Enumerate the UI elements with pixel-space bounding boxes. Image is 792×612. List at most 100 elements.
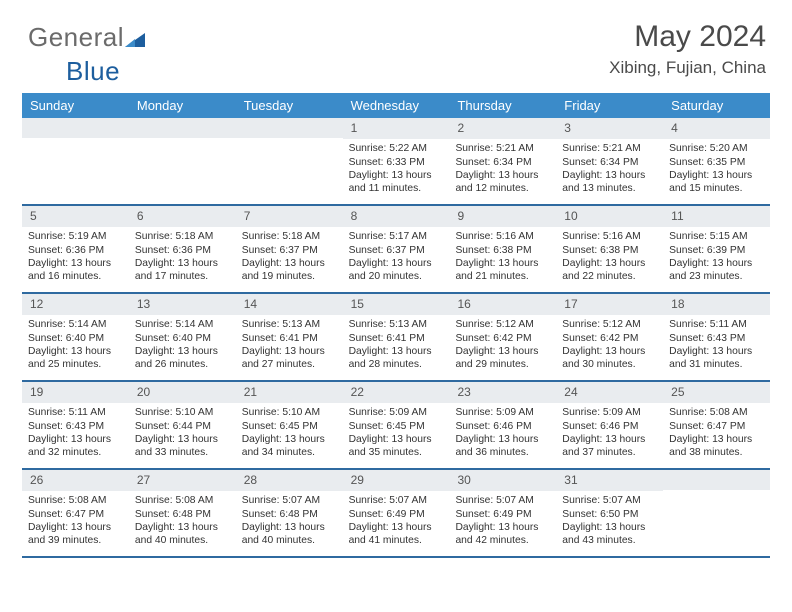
sunset-line: Sunset: 6:38 PM [562, 244, 659, 257]
daylight-line-2: and 38 minutes. [669, 446, 766, 459]
day-of-week-header: SundayMondayTuesdayWednesdayThursdayFrid… [22, 93, 770, 118]
daylight-line-2: and 21 minutes. [455, 270, 552, 283]
daylight-line-1: Daylight: 13 hours [349, 345, 446, 358]
sunrise-line: Sunrise: 5:11 AM [28, 406, 125, 419]
daylight-line-2: and 43 minutes. [562, 534, 659, 547]
header-right: May 2024 Xibing, Fujian, China [609, 20, 766, 78]
day-number: 19 [22, 382, 129, 403]
daylight-line-2: and 39 minutes. [28, 534, 125, 547]
daylight-line-2: and 12 minutes. [455, 182, 552, 195]
day-number: 31 [556, 470, 663, 491]
day-details: Sunrise: 5:17 AMSunset: 6:37 PMDaylight:… [343, 227, 450, 287]
page-title: May 2024 [609, 20, 766, 54]
daylight-line-2: and 32 minutes. [28, 446, 125, 459]
calendar-cell: 16Sunrise: 5:12 AMSunset: 6:42 PMDayligh… [449, 294, 556, 380]
daylight-line-2: and 13 minutes. [562, 182, 659, 195]
sunset-line: Sunset: 6:49 PM [349, 508, 446, 521]
week-row: 26Sunrise: 5:08 AMSunset: 6:47 PMDayligh… [22, 470, 770, 558]
sunrise-line: Sunrise: 5:09 AM [562, 406, 659, 419]
day-number: 8 [343, 206, 450, 227]
daylight-line-2: and 34 minutes. [242, 446, 339, 459]
sunset-line: Sunset: 6:37 PM [349, 244, 446, 257]
daylight-line-1: Daylight: 13 hours [28, 257, 125, 270]
daylight-line-1: Daylight: 13 hours [455, 169, 552, 182]
daylight-line-1: Daylight: 13 hours [455, 433, 552, 446]
calendar-cell: 5Sunrise: 5:19 AMSunset: 6:36 PMDaylight… [22, 206, 129, 292]
sunset-line: Sunset: 6:34 PM [455, 156, 552, 169]
daylight-line-1: Daylight: 13 hours [349, 521, 446, 534]
daylight-line-1: Daylight: 13 hours [562, 169, 659, 182]
calendar-cell: 24Sunrise: 5:09 AMSunset: 6:46 PMDayligh… [556, 382, 663, 468]
daylight-line-1: Daylight: 13 hours [242, 433, 339, 446]
calendar-cell: 29Sunrise: 5:07 AMSunset: 6:49 PMDayligh… [343, 470, 450, 556]
day-details: Sunrise: 5:12 AMSunset: 6:42 PMDaylight:… [449, 315, 556, 375]
day-number: 15 [343, 294, 450, 315]
day-number: 27 [129, 470, 236, 491]
sunrise-line: Sunrise: 5:16 AM [562, 230, 659, 243]
sunset-line: Sunset: 6:45 PM [349, 420, 446, 433]
calendar-cell: 12Sunrise: 5:14 AMSunset: 6:40 PMDayligh… [22, 294, 129, 380]
day-number: 5 [22, 206, 129, 227]
day-details: Sunrise: 5:19 AMSunset: 6:36 PMDaylight:… [22, 227, 129, 287]
sunset-line: Sunset: 6:50 PM [562, 508, 659, 521]
daylight-line-2: and 17 minutes. [135, 270, 232, 283]
day-number: 6 [129, 206, 236, 227]
daylight-line-1: Daylight: 13 hours [455, 345, 552, 358]
day-number: 24 [556, 382, 663, 403]
sunset-line: Sunset: 6:42 PM [562, 332, 659, 345]
sunset-line: Sunset: 6:48 PM [135, 508, 232, 521]
sunrise-line: Sunrise: 5:08 AM [28, 494, 125, 507]
day-number: 11 [663, 206, 770, 227]
calendar-cell: 31Sunrise: 5:07 AMSunset: 6:50 PMDayligh… [556, 470, 663, 556]
sunset-line: Sunset: 6:47 PM [28, 508, 125, 521]
day-details: Sunrise: 5:18 AMSunset: 6:37 PMDaylight:… [236, 227, 343, 287]
day-number: 18 [663, 294, 770, 315]
calendar-cell: 19Sunrise: 5:11 AMSunset: 6:43 PMDayligh… [22, 382, 129, 468]
daylight-line-1: Daylight: 13 hours [28, 433, 125, 446]
daylight-line-1: Daylight: 13 hours [28, 521, 125, 534]
sunrise-line: Sunrise: 5:08 AM [135, 494, 232, 507]
day-number [129, 118, 236, 138]
day-details: Sunrise: 5:13 AMSunset: 6:41 PMDaylight:… [236, 315, 343, 375]
day-number: 1 [343, 118, 450, 139]
day-number: 30 [449, 470, 556, 491]
sunrise-line: Sunrise: 5:17 AM [349, 230, 446, 243]
day-number: 25 [663, 382, 770, 403]
calendar-cell: 26Sunrise: 5:08 AMSunset: 6:47 PMDayligh… [22, 470, 129, 556]
logo-sail-icon [125, 25, 147, 56]
sunrise-line: Sunrise: 5:08 AM [669, 406, 766, 419]
day-details: Sunrise: 5:09 AMSunset: 6:46 PMDaylight:… [449, 403, 556, 463]
calendar-cell: 25Sunrise: 5:08 AMSunset: 6:47 PMDayligh… [663, 382, 770, 468]
daylight-line-2: and 28 minutes. [349, 358, 446, 371]
logo-part1: General [28, 22, 124, 52]
dow-wednesday: Wednesday [343, 93, 450, 118]
sunset-line: Sunset: 6:33 PM [349, 156, 446, 169]
day-details: Sunrise: 5:09 AMSunset: 6:45 PMDaylight:… [343, 403, 450, 463]
daylight-line-1: Daylight: 13 hours [562, 433, 659, 446]
day-number: 10 [556, 206, 663, 227]
sunset-line: Sunset: 6:47 PM [669, 420, 766, 433]
daylight-line-1: Daylight: 13 hours [242, 345, 339, 358]
sunrise-line: Sunrise: 5:07 AM [349, 494, 446, 507]
day-number [663, 470, 770, 490]
calendar-cell: 1Sunrise: 5:22 AMSunset: 6:33 PMDaylight… [343, 118, 450, 204]
sunset-line: Sunset: 6:35 PM [669, 156, 766, 169]
day-details: Sunrise: 5:18 AMSunset: 6:36 PMDaylight:… [129, 227, 236, 287]
day-number: 2 [449, 118, 556, 139]
daylight-line-1: Daylight: 13 hours [28, 345, 125, 358]
calendar-cell: 18Sunrise: 5:11 AMSunset: 6:43 PMDayligh… [663, 294, 770, 380]
day-details: Sunrise: 5:16 AMSunset: 6:38 PMDaylight:… [449, 227, 556, 287]
calendar-cell: 15Sunrise: 5:13 AMSunset: 6:41 PMDayligh… [343, 294, 450, 380]
sunrise-line: Sunrise: 5:07 AM [562, 494, 659, 507]
sunset-line: Sunset: 6:41 PM [242, 332, 339, 345]
calendar-cell [663, 470, 770, 556]
sunset-line: Sunset: 6:37 PM [242, 244, 339, 257]
calendar: SundayMondayTuesdayWednesdayThursdayFrid… [22, 93, 770, 558]
daylight-line-2: and 42 minutes. [455, 534, 552, 547]
daylight-line-2: and 37 minutes. [562, 446, 659, 459]
logo: General Blue [28, 22, 147, 87]
daylight-line-2: and 16 minutes. [28, 270, 125, 283]
daylight-line-1: Daylight: 13 hours [349, 169, 446, 182]
calendar-cell: 10Sunrise: 5:16 AMSunset: 6:38 PMDayligh… [556, 206, 663, 292]
daylight-line-2: and 30 minutes. [562, 358, 659, 371]
